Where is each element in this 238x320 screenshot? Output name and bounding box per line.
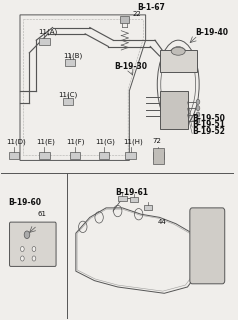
Bar	[160, 50, 197, 72]
Bar	[39, 152, 50, 159]
Bar	[125, 152, 136, 159]
Bar	[9, 152, 19, 159]
Text: B-19-40: B-19-40	[196, 28, 229, 37]
Bar	[99, 152, 109, 159]
Text: 11(D): 11(D)	[6, 138, 26, 145]
Bar	[144, 205, 152, 211]
Bar	[39, 38, 50, 45]
Text: 11(H): 11(H)	[123, 138, 143, 145]
Text: B-19-51: B-19-51	[192, 120, 225, 129]
FancyBboxPatch shape	[190, 208, 225, 284]
Text: 61: 61	[37, 211, 46, 217]
Text: B-19-52: B-19-52	[192, 126, 225, 136]
FancyBboxPatch shape	[10, 222, 56, 267]
Text: 72: 72	[152, 138, 161, 144]
Ellipse shape	[171, 47, 185, 55]
Circle shape	[32, 246, 36, 252]
Text: B-19-61: B-19-61	[115, 188, 148, 197]
Bar	[118, 196, 127, 201]
Text: 11(A): 11(A)	[39, 29, 58, 36]
Text: 22: 22	[133, 12, 142, 18]
Circle shape	[196, 99, 200, 104]
Bar	[160, 91, 188, 129]
Text: 11(F): 11(F)	[67, 138, 85, 145]
Text: 11(E): 11(E)	[36, 138, 55, 145]
Text: 11(B): 11(B)	[63, 52, 82, 59]
Text: B-1-67: B-1-67	[138, 3, 165, 12]
Bar	[65, 59, 75, 66]
Circle shape	[32, 256, 36, 261]
Text: 44: 44	[157, 219, 166, 225]
Circle shape	[20, 256, 24, 261]
Text: 11(G): 11(G)	[96, 138, 115, 145]
Bar	[69, 152, 80, 159]
Circle shape	[196, 112, 200, 117]
Bar	[153, 152, 164, 159]
Text: B-19-30: B-19-30	[114, 62, 147, 71]
Circle shape	[196, 106, 200, 111]
Circle shape	[20, 246, 24, 252]
Bar	[63, 99, 73, 105]
Bar	[130, 197, 138, 203]
Text: 11(C): 11(C)	[58, 92, 78, 98]
Bar	[120, 16, 129, 23]
Text: B-19-60: B-19-60	[8, 198, 41, 207]
Circle shape	[24, 231, 30, 239]
Text: B-19-50: B-19-50	[192, 114, 225, 123]
Circle shape	[196, 118, 200, 124]
Bar	[153, 148, 164, 164]
